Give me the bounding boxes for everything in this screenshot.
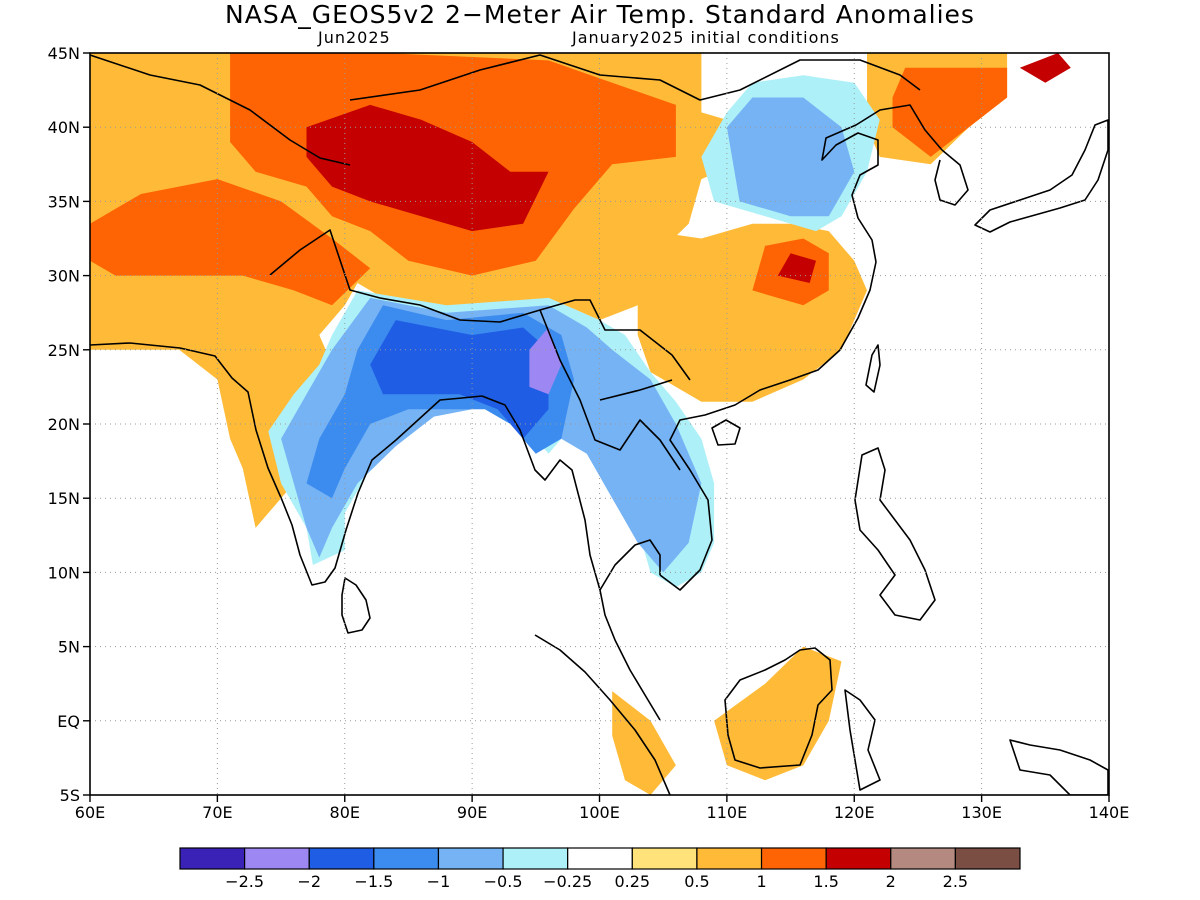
legend-swatch-2 (309, 848, 374, 869)
legend-label: −1.5 (354, 872, 393, 891)
coast-taiwan (866, 345, 880, 392)
legend-swatch-7 (632, 848, 697, 869)
legend-label: 2.5 (943, 872, 968, 891)
legend-swatch-12 (955, 848, 1020, 869)
legend-label: −0.25 (543, 872, 592, 891)
x-tick-label: 100E (579, 803, 620, 822)
y-tick-label: 10N (48, 563, 80, 582)
legend-label: 2 (886, 872, 896, 891)
legend-swatch-6 (568, 848, 633, 869)
legend-label: 1 (756, 872, 766, 891)
y-tick-label: EQ (57, 712, 80, 731)
coast-korea (935, 150, 968, 205)
legend-swatch-11 (891, 848, 956, 869)
legend-swatch-0 (180, 848, 245, 869)
color-legend: −2.5 −2 −1.5 −1 −0.5 −0.25 0.25 0.5 1 1.5 2 2.5 (180, 848, 1020, 891)
y-tick-label: 5S (60, 786, 80, 805)
legend-swatch-4 (438, 848, 503, 869)
y-tick-label: 5N (58, 638, 80, 657)
anomaly-region-2 (638, 224, 867, 402)
x-tick-label: 120E (834, 803, 875, 822)
x-tick-label: 130E (961, 803, 1002, 822)
coast-sri-lanka (342, 578, 370, 633)
y-tick-label: 20N (48, 415, 80, 434)
coast-sulawesi-newguinea (845, 690, 1108, 795)
legend-label: −0.5 (484, 872, 523, 891)
legend-swatch-9 (762, 848, 827, 869)
x-tick-label: 90E (457, 803, 487, 822)
anomaly-region-3 (714, 647, 841, 781)
y-tick-label: 35N (48, 192, 80, 211)
y-tick-label: 15N (48, 489, 80, 508)
anomaly-map: 60E 70E 80E 90E 100E 110E 120E 130E 140E 45N 40N 35… (0, 0, 1200, 900)
x-tick-label: 70E (202, 803, 232, 822)
x-tick-label: 60E (75, 803, 105, 822)
legend-swatch-8 (697, 848, 762, 869)
x-tick-label: 140E (1089, 803, 1130, 822)
legend-swatch-10 (826, 848, 891, 869)
y-tick-label: 30N (48, 267, 80, 286)
legend-label: −2.5 (225, 872, 264, 891)
x-tick-label: 110E (707, 803, 748, 822)
legend-swatch-3 (374, 848, 439, 869)
legend-label: 0.25 (614, 872, 650, 891)
legend-label: −2 (297, 872, 321, 891)
anomaly-region-10 (1020, 53, 1071, 83)
y-tick-label: 45N (48, 44, 80, 63)
legend-label: 1.5 (813, 872, 838, 891)
legend-label: 0.5 (684, 872, 709, 891)
x-tick-label: 80E (330, 803, 360, 822)
legend-swatch-1 (245, 848, 310, 869)
y-tick-label: 40N (48, 118, 80, 137)
coast-philippines (855, 448, 935, 620)
coast-japan (975, 120, 1108, 232)
y-tick-label: 25N (48, 341, 80, 360)
legend-swatch-5 (503, 848, 568, 869)
legend-label: −1 (427, 872, 451, 891)
